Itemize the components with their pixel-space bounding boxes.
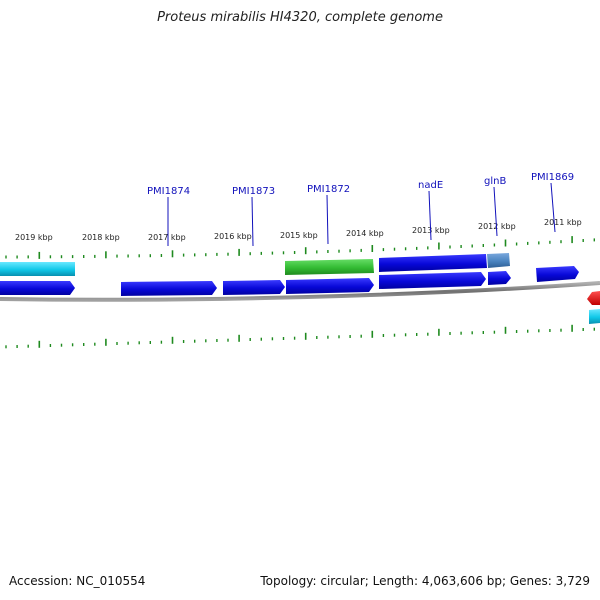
leader-line-nade [428, 190, 432, 241]
leader-line-pmi1872 [326, 194, 329, 245]
kbp-label-2016: 2016 kbp [214, 232, 252, 241]
outer-tick-row [5, 236, 595, 259]
kbp-label-2011: 2011 kbp [544, 218, 582, 227]
gene-nade-arrow[interactable] [379, 272, 486, 289]
inner-tick-row [5, 324, 595, 349]
leader-line-pmi1873 [251, 196, 254, 247]
gene-label-glnb[interactable]: glnB [484, 176, 506, 187]
kbp-label-2019: 2019 kbp [15, 233, 53, 242]
gene-nade-upper[interactable] [379, 254, 487, 272]
gene-leader-lines [167, 182, 556, 247]
accession-label: Accession: NC_010554 [9, 574, 146, 588]
gene-row-inner [0, 271, 511, 296]
gene-label-nade[interactable]: nadE [418, 180, 443, 191]
gene-pmi1873-arrow[interactable] [223, 280, 285, 295]
gene-label-pmi1874[interactable]: PMI1874 [147, 186, 190, 197]
leader-line-pmi1869 [550, 182, 556, 233]
gene-edge-right [587, 291, 600, 324]
genome-title: Proteus mirabilis HI4320, complete genom… [157, 10, 443, 25]
gene-cyan-left[interactable] [0, 262, 75, 276]
kbp-label-2014: 2014 kbp [346, 229, 384, 238]
gene-glnb-arrow[interactable] [488, 271, 511, 285]
gene-label-pmi1872[interactable]: PMI1872 [307, 184, 350, 195]
leader-line-glnb [493, 186, 498, 237]
gene-pmi1869-upper[interactable] [536, 266, 579, 282]
gene-pmi1872-highlight[interactable] [285, 259, 374, 275]
gene-row-outer [0, 253, 579, 282]
gene-label-pmi1869[interactable]: PMI1869 [531, 172, 574, 183]
gene-cyan-edge[interactable] [589, 309, 600, 324]
genome-stats: Topology: circular; Length: 4,063,606 bp… [260, 574, 590, 588]
kbp-label-2018: 2018 kbp [82, 233, 120, 242]
kbp-label-2015: 2015 kbp [280, 231, 318, 240]
gene-label-group: PMI1874 PMI1873 PMI1872 nadE glnB PMI186… [147, 172, 574, 197]
gene-label-pmi1873[interactable]: PMI1873 [232, 186, 275, 197]
gene-glnb-upper[interactable] [487, 253, 510, 268]
gene-red-edge[interactable] [587, 291, 600, 305]
gene-arrow-left[interactable] [0, 281, 75, 295]
kbp-label-2017: 2017 kbp [148, 233, 186, 242]
gene-pmi1874-arrow[interactable] [121, 281, 217, 296]
genome-backbone [0, 281, 600, 302]
gene-pmi1872-arrow[interactable] [286, 278, 374, 294]
